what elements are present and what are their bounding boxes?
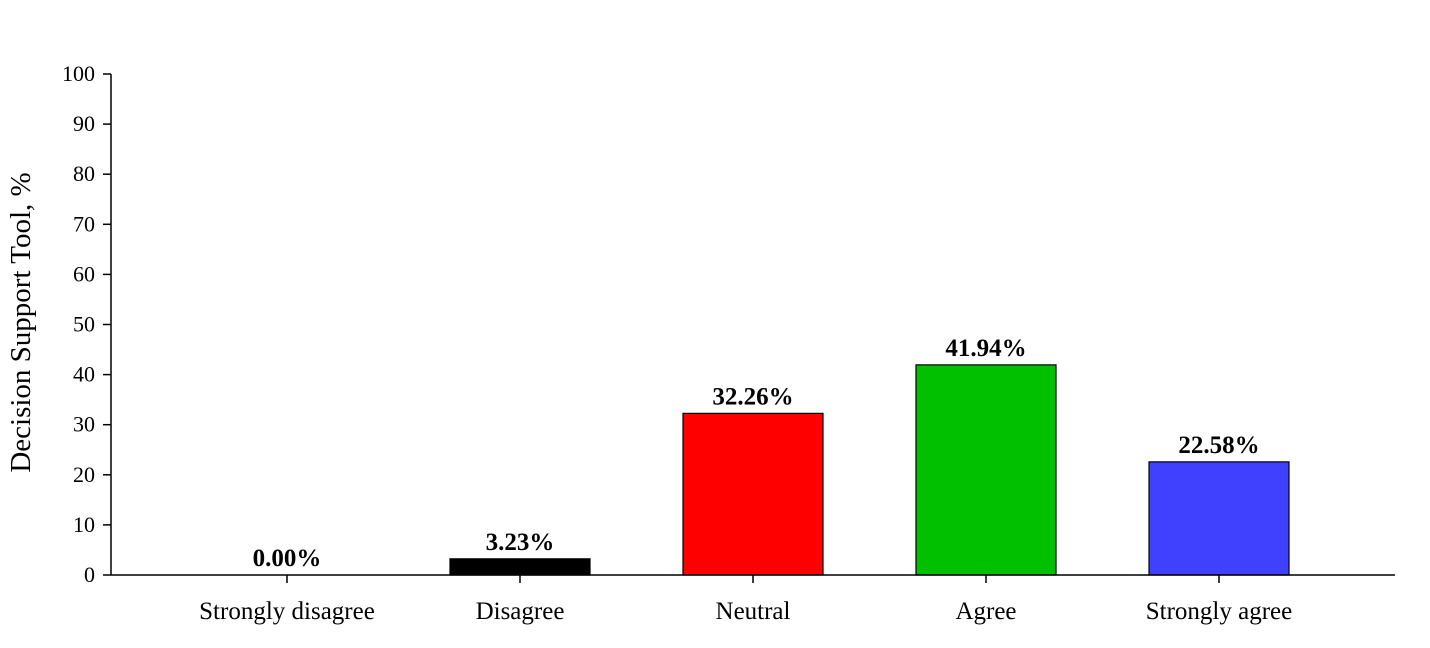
- data-label: 3.23%: [486, 529, 555, 556]
- x-axis: Strongly disagree Disagree Neutral Agree Str…: [199, 575, 1292, 625]
- x-tick-label: Strongly agree: [1146, 598, 1292, 625]
- data-label: 22.58%: [1178, 432, 1259, 459]
- bar: [449, 558, 591, 576]
- y-tick-label: 30: [73, 412, 95, 437]
- y-axis-title: Decision Support Tool, %: [5, 172, 37, 472]
- x-tick-label: Agree: [955, 598, 1016, 625]
- y-tick-label: 60: [73, 261, 95, 286]
- y-tick-label: 50: [73, 312, 95, 337]
- x-tick-label: Neutral: [716, 598, 791, 625]
- y-axis-ticks: 0 10 20 30 40 50 60 70 80 90 100: [62, 61, 111, 587]
- y-tick-label: 80: [73, 161, 95, 186]
- y-tick-label: 10: [73, 512, 95, 537]
- data-label: 41.94%: [945, 335, 1026, 362]
- x-tick-label: Strongly disagree: [199, 598, 375, 625]
- bar: [915, 364, 1057, 576]
- y-tick-label: 90: [73, 111, 95, 136]
- y-tick-label: 20: [73, 462, 95, 487]
- y-tick-label: 100: [62, 61, 95, 86]
- y-tick-label: 0: [84, 562, 95, 587]
- bars: 0.00% 3.23% 32.26% 41.94% 22.58%: [253, 335, 1290, 576]
- bar: [682, 412, 824, 576]
- data-label: 0.00%: [253, 545, 322, 572]
- data-label: 32.26%: [712, 383, 793, 410]
- y-tick-label: 70: [73, 211, 95, 236]
- bar: [1148, 461, 1290, 576]
- y-tick-label: 40: [73, 362, 95, 387]
- x-tick-label: Disagree: [476, 598, 565, 625]
